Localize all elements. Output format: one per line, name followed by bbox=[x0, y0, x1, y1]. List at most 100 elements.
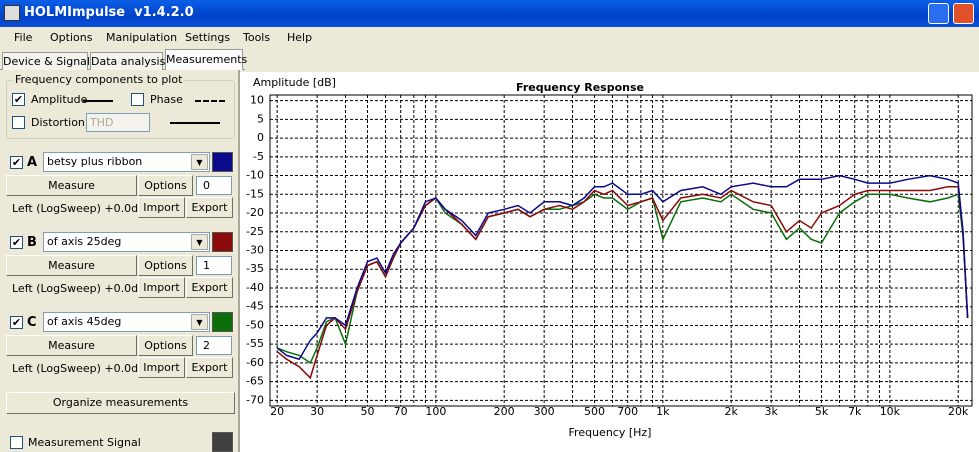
y-tick-label: -70 bbox=[246, 393, 264, 406]
color-swatch[interactable] bbox=[212, 312, 233, 332]
y-tick-label: -50 bbox=[246, 318, 264, 331]
measurement-checkbox[interactable]: ✔ bbox=[10, 236, 23, 249]
y-tick-label: -5 bbox=[253, 150, 264, 163]
tab[interactable]: Data analysis bbox=[90, 52, 165, 70]
combo-text: of axis 45deg bbox=[47, 315, 122, 328]
y-tick-label: 5 bbox=[257, 112, 264, 125]
window-title: HOLMImpulse v1.4.2.0 bbox=[24, 5, 194, 20]
distortion-combo[interactable]: THD bbox=[86, 113, 150, 132]
color-swatch[interactable] bbox=[212, 152, 233, 172]
signal-swatch bbox=[212, 432, 233, 452]
tab[interactable]: Measurements bbox=[165, 49, 247, 70]
amplitude-checkbox[interactable]: ✔ bbox=[12, 93, 25, 106]
chart: Amplitude [dB] Frequency Response Freque… bbox=[240, 72, 979, 452]
export-button[interactable]: Export bbox=[186, 197, 233, 218]
combo-arrow[interactable]: ▼ bbox=[191, 234, 208, 250]
import-button[interactable]: Import bbox=[138, 277, 185, 298]
tab[interactable]: Device & Signal bbox=[2, 52, 90, 70]
options-button[interactable]: Options bbox=[138, 335, 193, 356]
export-button[interactable]: Export bbox=[186, 277, 233, 298]
x-axis-label: Frequency [Hz] bbox=[569, 426, 652, 439]
menu-item[interactable]: Manipulation bbox=[106, 31, 178, 44]
index-spin[interactable]: 0 bbox=[196, 176, 232, 195]
distortion-line bbox=[170, 122, 220, 124]
menu-item[interactable]: Help bbox=[287, 31, 313, 44]
measure-button[interactable]: Measure bbox=[6, 335, 137, 356]
color-swatch[interactable] bbox=[212, 232, 233, 252]
organize-button[interactable]: Organize measurements bbox=[6, 392, 235, 414]
measure-button[interactable]: Measure bbox=[6, 175, 137, 196]
channel-label: Left (LogSweep) +0.0dB bbox=[12, 202, 146, 215]
combo-text: of axis 25deg bbox=[47, 235, 122, 248]
x-tick-label: 100 bbox=[425, 405, 446, 418]
phase-line bbox=[195, 100, 225, 102]
series-line bbox=[276, 174, 969, 361]
series-line bbox=[276, 186, 969, 380]
export-button[interactable]: Export bbox=[186, 357, 233, 378]
combo-arrow[interactable]: ▼ bbox=[191, 154, 208, 170]
signal-checkbox[interactable] bbox=[10, 436, 23, 449]
y-tick-label: -25 bbox=[246, 225, 264, 238]
x-tick-label: 10k bbox=[880, 405, 901, 418]
x-tick-label: 300 bbox=[534, 405, 555, 418]
panel-separator bbox=[238, 70, 240, 452]
menu-item[interactable]: Settings bbox=[185, 31, 231, 44]
x-tick-label: 20k bbox=[948, 405, 969, 418]
x-tick-label: 1k bbox=[656, 405, 670, 418]
combo-text: betsy plus ribbon bbox=[47, 155, 143, 168]
close-button[interactable] bbox=[953, 3, 974, 24]
import-button[interactable]: Import bbox=[138, 197, 185, 218]
y-tick-label: -35 bbox=[246, 262, 264, 275]
x-tick-label: 70 bbox=[394, 405, 408, 418]
x-tick-label: 5k bbox=[815, 405, 829, 418]
import-button[interactable]: Import bbox=[138, 357, 185, 378]
signal-label: Measurement Signal bbox=[28, 436, 141, 449]
y-tick-label: -55 bbox=[246, 337, 264, 350]
measurement-checkbox[interactable]: ✔ bbox=[10, 156, 23, 169]
amplitude-line bbox=[83, 100, 113, 102]
x-tick-label: 50 bbox=[360, 405, 374, 418]
plot-frame bbox=[269, 94, 973, 407]
series-line bbox=[276, 193, 969, 365]
measurement-combo[interactable]: betsy plus ribbon ▼ bbox=[43, 152, 210, 172]
y-tick-label: -60 bbox=[246, 356, 264, 369]
x-tick-label: 3k bbox=[764, 405, 778, 418]
y-tick-label: -40 bbox=[246, 281, 264, 294]
measurement-checkbox[interactable]: ✔ bbox=[10, 316, 23, 329]
minimize-button[interactable] bbox=[928, 3, 949, 24]
x-tick-label: 7k bbox=[848, 405, 862, 418]
channel-label: Left (LogSweep) +0.0dB bbox=[12, 282, 146, 295]
options-button[interactable]: Options bbox=[138, 175, 193, 196]
measurement-letter: B bbox=[27, 235, 37, 250]
chart-title: Frequency Response bbox=[516, 81, 644, 94]
x-tick-label: 500 bbox=[584, 405, 605, 418]
phase-label: Phase bbox=[150, 93, 183, 106]
y-tick-label: -65 bbox=[246, 375, 264, 388]
x-tick-label: 700 bbox=[617, 405, 638, 418]
distortion-checkbox[interactable] bbox=[12, 116, 25, 129]
phase-checkbox[interactable] bbox=[131, 93, 144, 106]
menu-item[interactable]: File bbox=[14, 31, 33, 44]
measurement-letter: C bbox=[27, 315, 37, 330]
y-tick-label: -10 bbox=[246, 169, 264, 182]
measure-button[interactable]: Measure bbox=[6, 255, 137, 276]
distortion-label: Distortion bbox=[31, 116, 85, 129]
combo-arrow[interactable]: ▼ bbox=[191, 314, 208, 330]
x-tick-label: 200 bbox=[494, 405, 515, 418]
options-button[interactable]: Options bbox=[138, 255, 193, 276]
menu-item[interactable]: Options bbox=[50, 31, 93, 44]
measurement-combo[interactable]: of axis 45deg ▼ bbox=[43, 312, 210, 332]
menu-item[interactable]: Tools bbox=[243, 31, 271, 44]
measurement-letter: A bbox=[27, 155, 38, 170]
y-tick-label: -45 bbox=[246, 300, 264, 313]
index-spin[interactable]: 2 bbox=[196, 336, 232, 355]
y-tick-label: -15 bbox=[246, 187, 264, 200]
index-spin[interactable]: 1 bbox=[196, 256, 232, 275]
group-title: Frequency components to plot bbox=[13, 73, 185, 86]
x-tick-label: 2k bbox=[725, 405, 739, 418]
amplitude-label: Amplitude bbox=[31, 93, 88, 106]
app-icon bbox=[4, 5, 20, 21]
measurement-combo[interactable]: of axis 25deg ▼ bbox=[43, 232, 210, 252]
x-tick-label: 30 bbox=[310, 405, 324, 418]
